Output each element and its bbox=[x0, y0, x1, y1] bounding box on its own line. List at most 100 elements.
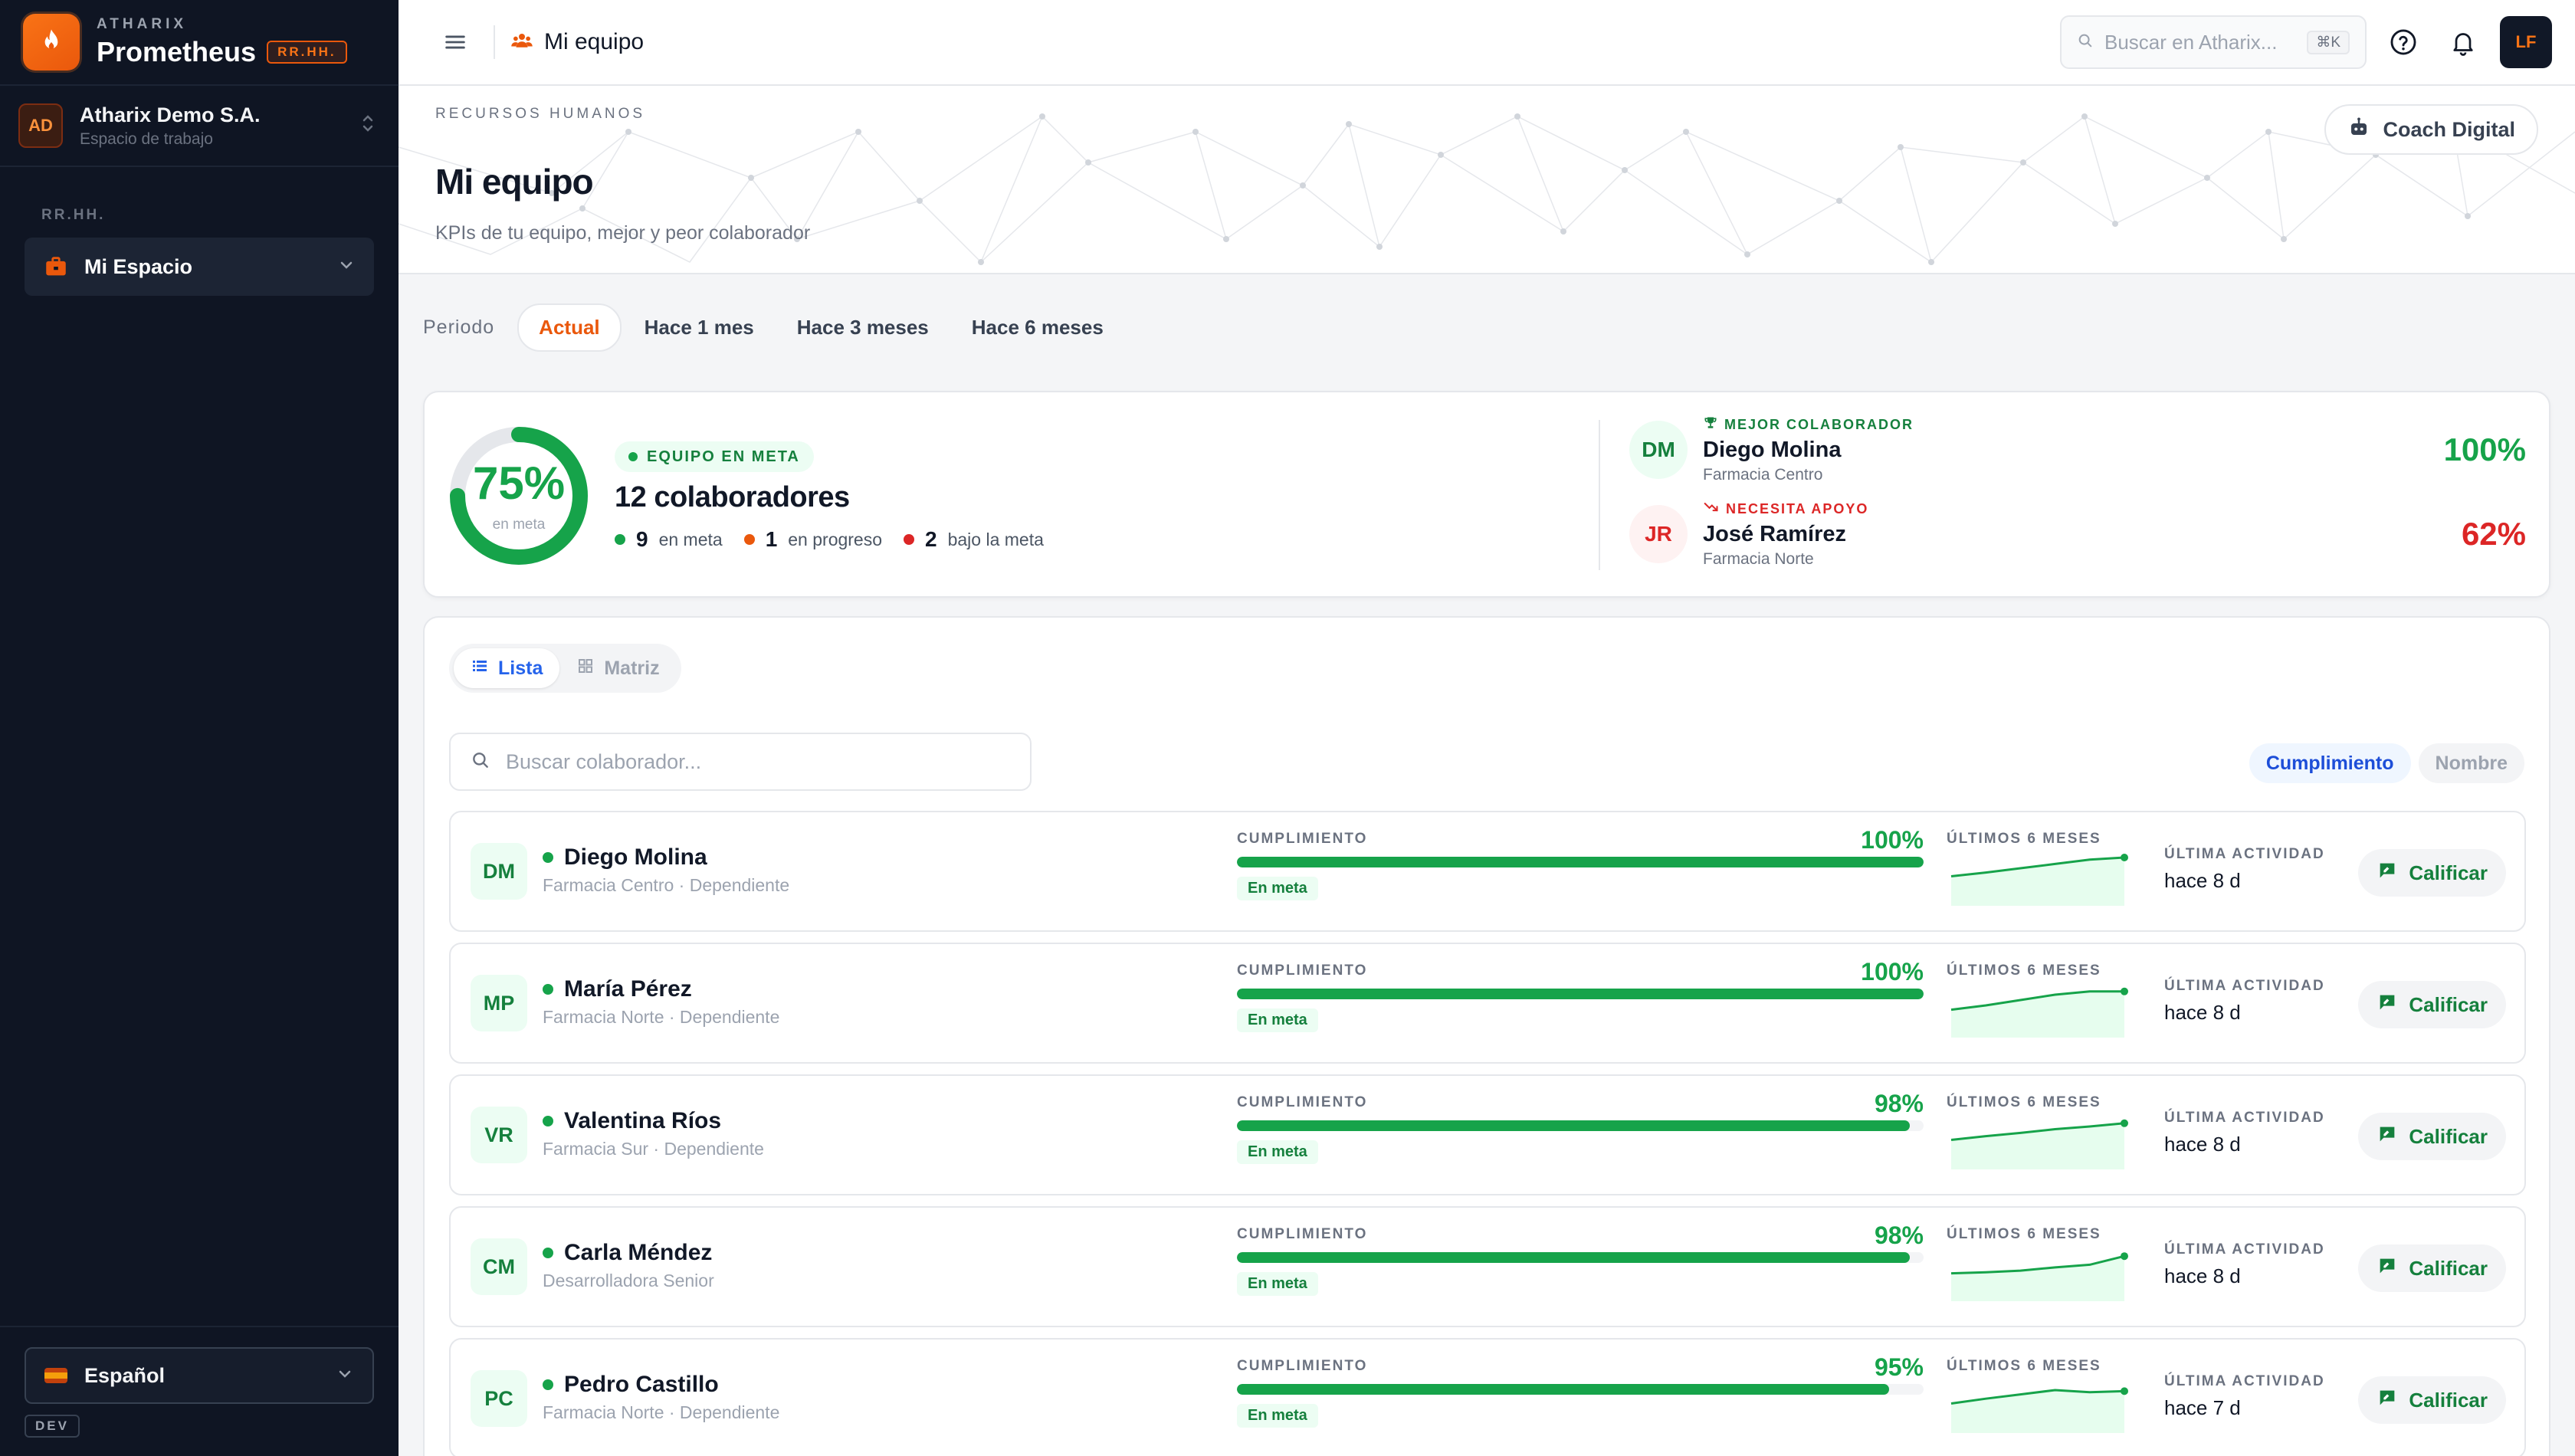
last-activity: ÚLTIMA ACTIVIDAD hace 8 d bbox=[2164, 846, 2325, 893]
view-tab-lista[interactable]: Lista bbox=[454, 648, 560, 688]
workspace-name: Atharix Demo S.A. bbox=[80, 103, 261, 126]
stat-dot bbox=[743, 534, 755, 545]
sidebar: ATHARIX Prometheus RR.HH. AD Atharix Dem… bbox=[0, 0, 399, 1456]
best-kicker: MEJOR COLABORADOR bbox=[1703, 415, 2444, 435]
sort-cumplimiento[interactable]: Cumplimiento bbox=[2249, 743, 2411, 783]
rate-button[interactable]: Calificar bbox=[2358, 1376, 2506, 1424]
last-activity: ÚLTIMA ACTIVIDAD hace 8 d bbox=[2164, 1110, 2325, 1156]
rate-button[interactable]: Calificar bbox=[2358, 981, 2506, 1028]
row-name-wrap: Carla Méndez bbox=[543, 1240, 712, 1266]
period-tab-3-meses[interactable]: Hace 3 meses bbox=[796, 316, 929, 339]
activity-label: ÚLTIMA ACTIVIDAD bbox=[2164, 846, 2325, 862]
compliance-bar bbox=[1237, 857, 1924, 867]
rate-button[interactable]: Calificar bbox=[2358, 1113, 2506, 1160]
row-name-wrap: María Pérez bbox=[543, 976, 692, 1002]
trend-label: ÚLTIMOS 6 MESES bbox=[1947, 831, 2101, 847]
sparkline-point bbox=[2121, 854, 2128, 861]
coach-digital-button[interactable]: Coach Digital bbox=[2324, 104, 2538, 155]
worst-collaborator[interactable]: JR NECESITA APOYO José Ramírez Farmacia … bbox=[1629, 500, 2526, 569]
sparkline-area bbox=[1951, 858, 2124, 906]
page-header: RECURSOS HUMANOS Mi equipo KPIs de tu eq… bbox=[399, 86, 2575, 274]
trend: ÚLTIMOS 6 MESES bbox=[1947, 1226, 2131, 1305]
ring-percentage: 75% bbox=[472, 457, 566, 509]
rate-label: Calificar bbox=[2409, 1256, 2488, 1280]
activity-label: ÚLTIMA ACTIVIDAD bbox=[2164, 1373, 2325, 1389]
stat-en-progreso: 1 en progreso bbox=[743, 527, 882, 552]
rate-label: Calificar bbox=[2409, 992, 2488, 1016]
stat-value: 2 bbox=[925, 527, 937, 551]
compliance-label: CUMPLIMIENTO bbox=[1237, 1094, 1368, 1110]
stat-dot bbox=[904, 534, 915, 545]
team-summary-card: 75% en meta EQUIPO EN META 12 colaborado… bbox=[423, 391, 2550, 598]
bell-icon[interactable] bbox=[2440, 19, 2486, 65]
collaborator-name: María Pérez bbox=[564, 976, 692, 1002]
trend: ÚLTIMOS 6 MESES bbox=[1947, 1094, 2131, 1173]
flag-icon bbox=[44, 1368, 67, 1383]
status-dot bbox=[543, 852, 553, 863]
period-tab-1-mes[interactable]: Hace 1 mes bbox=[644, 316, 754, 339]
sparkline bbox=[1950, 1387, 2128, 1433]
user-avatar[interactable]: LF bbox=[2500, 16, 2552, 68]
workspace-switcher[interactable]: AD Atharix Demo S.A. Espacio de trabajo bbox=[0, 86, 399, 167]
list-item[interactable]: MP María Pérez Farmacia Norte · Dependie… bbox=[449, 943, 2526, 1064]
list-item[interactable]: DM Diego Molina Farmacia Centro · Depend… bbox=[449, 811, 2526, 932]
collaborator-name: Diego Molina bbox=[564, 844, 707, 870]
compliance-percentage: 98% bbox=[1874, 1090, 1924, 1117]
language-select[interactable]: Español bbox=[25, 1347, 374, 1404]
activity-value: hace 8 d bbox=[2164, 1264, 2241, 1287]
sort-nombre[interactable]: Nombre bbox=[2418, 743, 2524, 783]
row-name-wrap: Diego Molina bbox=[543, 844, 707, 871]
stat-value: 1 bbox=[765, 527, 778, 551]
sidebar-item-label: Mi Espacio bbox=[84, 254, 193, 278]
view-tab-matriz[interactable]: Matriz bbox=[559, 648, 676, 688]
rate-icon bbox=[2377, 1387, 2409, 1414]
divider bbox=[494, 25, 495, 59]
stat-en-meta: 9 en meta bbox=[615, 527, 723, 552]
status-badge: En meta bbox=[1237, 1272, 1318, 1296]
collaborator-search-input[interactable]: Buscar colaborador... bbox=[449, 733, 1032, 791]
help-icon[interactable] bbox=[2380, 19, 2426, 65]
rate-button[interactable]: Calificar bbox=[2358, 1244, 2506, 1292]
search-icon bbox=[2077, 32, 2094, 53]
briefcase-icon bbox=[43, 254, 69, 280]
sidebar-item-mi-espacio[interactable]: Mi Espacio bbox=[25, 238, 374, 296]
stat-bajo-meta: 2 bajo la meta bbox=[904, 527, 1044, 552]
list-icon bbox=[471, 657, 498, 680]
compliance: CUMPLIMIENTO 95% En meta bbox=[1237, 1353, 1924, 1428]
stat-label: bajo la meta bbox=[947, 529, 1044, 549]
compliance-bar-fill bbox=[1237, 1384, 1890, 1395]
flame-icon bbox=[23, 14, 80, 71]
menu-icon[interactable] bbox=[432, 19, 478, 65]
global-search[interactable]: Buscar en Atharix... ⌘K bbox=[2060, 15, 2367, 69]
row-name-wrap: Valentina Ríos bbox=[543, 1108, 721, 1134]
stat-dot bbox=[615, 534, 625, 545]
collaborator-role: Farmacia Norte · Dependiente bbox=[543, 1007, 780, 1027]
sparkline bbox=[1950, 1252, 2128, 1301]
period-tab-actual[interactable]: Actual bbox=[517, 303, 622, 352]
brand[interactable]: ATHARIX Prometheus RR.HH. bbox=[0, 0, 399, 86]
activity-label: ÚLTIMA ACTIVIDAD bbox=[2164, 1241, 2325, 1258]
status-dot bbox=[543, 1379, 553, 1390]
status-badge: En meta bbox=[1237, 877, 1318, 900]
list-item[interactable]: PC Pedro Castillo Farmacia Norte · Depen… bbox=[449, 1338, 2526, 1456]
collaborator-name: Valentina Ríos bbox=[564, 1108, 722, 1133]
divider bbox=[1599, 420, 1600, 570]
best-kicker-label: MEJOR COLABORADOR bbox=[1724, 417, 1914, 432]
shortcut-hint: ⌘K bbox=[2307, 30, 2350, 54]
stat-value: 9 bbox=[636, 527, 648, 551]
language-label: Español bbox=[84, 1363, 166, 1387]
best-collaborator[interactable]: DM MEJOR COLABORADOR Diego Molina Farmac… bbox=[1629, 415, 2526, 484]
list-item[interactable]: CM Carla Méndez Desarrolladora Senior CU… bbox=[449, 1206, 2526, 1327]
period-tab-6-meses[interactable]: Hace 6 meses bbox=[971, 316, 1104, 339]
env-badge: DEV bbox=[25, 1415, 80, 1438]
compliance-label: CUMPLIMIENTO bbox=[1237, 1226, 1368, 1242]
sparkline-area bbox=[1951, 1123, 2124, 1169]
list-item[interactable]: VR Valentina Ríos Farmacia Sur · Dependi… bbox=[449, 1074, 2526, 1195]
compliance-bar-fill bbox=[1237, 857, 1924, 867]
view-tab-label: Matriz bbox=[604, 657, 660, 679]
ring-subtitle: en meta bbox=[492, 516, 546, 533]
hero-subtitle: KPIs de tu equipo, mejor y peor colabora… bbox=[435, 222, 811, 244]
rate-button[interactable]: Calificar bbox=[2358, 849, 2506, 897]
view-toggle: Lista Matriz bbox=[449, 644, 681, 693]
row-name-wrap: Pedro Castillo bbox=[543, 1372, 719, 1398]
